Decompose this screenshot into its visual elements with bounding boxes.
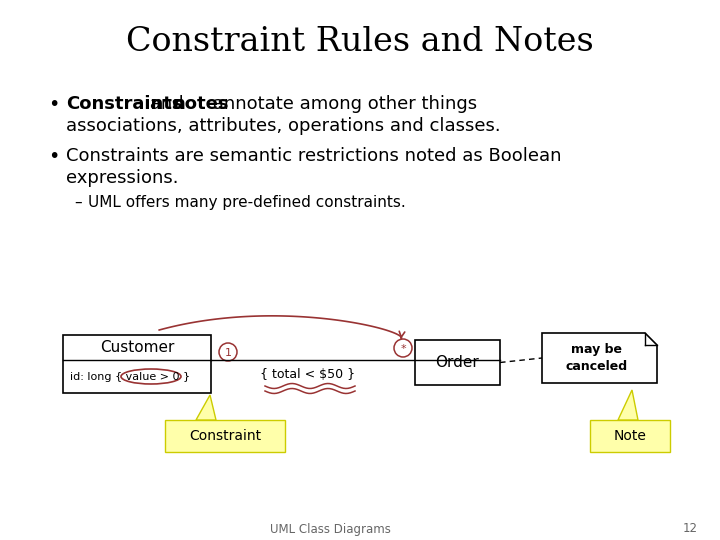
Text: UML offers many pre-defined constraints.: UML offers many pre-defined constraints. (88, 195, 406, 210)
Text: *: * (400, 344, 406, 354)
Text: Note: Note (613, 429, 647, 443)
Text: Order: Order (436, 355, 480, 370)
Text: Constraint Rules and Notes: Constraint Rules and Notes (126, 26, 594, 58)
Text: id: long { value > 0 }: id: long { value > 0 } (70, 372, 190, 381)
Text: Constraints: Constraints (66, 95, 182, 113)
Text: associations, attributes, operations and classes.: associations, attributes, operations and… (66, 117, 500, 135)
Text: •: • (48, 147, 59, 166)
Text: UML Class Diagrams: UML Class Diagrams (269, 523, 390, 536)
Text: { total < $50 }: { total < $50 } (261, 368, 356, 381)
Circle shape (394, 339, 412, 357)
Text: may be
canceled: may be canceled (565, 343, 628, 373)
Circle shape (219, 343, 237, 361)
Text: Constraints are semantic restrictions noted as Boolean: Constraints are semantic restrictions no… (66, 147, 562, 165)
Polygon shape (542, 333, 657, 383)
Text: 1: 1 (225, 348, 232, 358)
Text: annotate among other things: annotate among other things (207, 95, 477, 113)
Text: •: • (48, 95, 59, 114)
Bar (63, 335, 211, 393)
Text: Customer: Customer (100, 340, 174, 355)
Bar (590, 420, 670, 452)
Text: expressions.: expressions. (66, 169, 179, 187)
Polygon shape (196, 395, 216, 420)
Text: and: and (144, 95, 189, 113)
Bar (415, 340, 500, 385)
Bar (165, 420, 285, 452)
Text: 12: 12 (683, 523, 698, 536)
Text: Constraint: Constraint (189, 429, 261, 443)
Text: notes: notes (172, 95, 228, 113)
Text: –: – (74, 195, 81, 210)
Polygon shape (618, 390, 638, 420)
